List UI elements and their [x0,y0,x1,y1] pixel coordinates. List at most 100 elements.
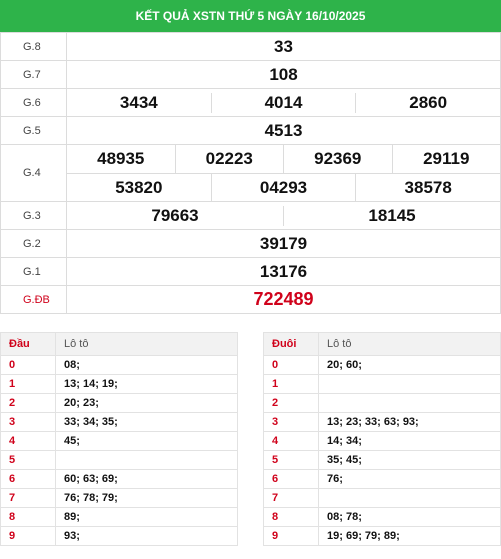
row-key: 2 [263,393,319,413]
row-key: 0 [0,355,56,375]
table-row: 4 45; [0,431,238,451]
prize-number: 108 [269,64,298,84]
prize-number: 02223 [174,145,284,173]
prize-row-g4: G.4 48935 02223 92369 29119 53820 04293 … [0,144,501,202]
prize-number: 4513 [264,120,303,140]
row-key: 4 [0,431,56,451]
header-loto: Lô tô [318,332,501,356]
loto-dau-table: Đầu Lô tô 0 08; 1 13; 14; 19; 2 20; 23; 3 33… [0,332,238,546]
row-key: 8 [263,507,319,527]
prize-label: G.ĐB [0,285,67,314]
prize-row-g7: G.7 108 [0,60,501,89]
table-row: 3 33; 34; 35; [0,412,238,432]
table-row: 5 35; 45; [263,450,501,470]
row-value [318,374,501,394]
row-key: 2 [0,393,56,413]
prize-row-g8: G.8 33 [0,32,501,61]
row-value [318,393,501,413]
prize-number: 18145 [283,205,500,226]
table-row: 8 08; 78; [263,507,501,527]
prize-row-g1: G.1 13176 [0,257,501,286]
row-key: 7 [0,488,56,508]
table-row: 6 60; 63; 69; [0,469,238,489]
prize-number: 33 [274,36,293,56]
table-row: 7 [263,488,501,508]
prize-number: 38578 [355,174,500,201]
table-row: 3 13; 23; 33; 63; 93; [263,412,501,432]
table-row: 9 93; [0,526,238,546]
row-value: 76; 78; 79; [55,488,238,508]
row-value: 33; 34; 35; [55,412,238,432]
prize-row-g2: G.2 39179 [0,229,501,258]
table-row: 4 14; 34; [263,431,501,451]
header-duoi: Đuôi [263,332,319,356]
row-value: 20; 60; [318,355,501,375]
row-key: 5 [263,450,319,470]
row-key: 0 [263,355,319,375]
row-key: 9 [263,526,319,546]
row-value: 45; [55,431,238,451]
table-row: 1 [263,374,501,394]
row-key: 8 [0,507,56,527]
table-row: 5 [0,450,238,470]
prize-label: G.3 [0,201,67,230]
row-value: 08; 78; [318,507,501,527]
table-row: 0 20; 60; [263,355,501,375]
prize-number: 79663 [151,205,199,225]
row-key: 3 [263,412,319,432]
row-value: 60; 63; 69; [55,469,238,489]
table-row: 1 13; 14; 19; [0,374,238,394]
table-row: 0 08; [0,355,238,375]
row-value: 89; [55,507,238,527]
row-value: 35; 45; [318,450,501,470]
prize-label: G.6 [0,88,67,117]
row-value: 93; [55,526,238,546]
prize-row-special: G.ĐB 722489 [0,285,501,314]
row-key: 1 [263,374,319,394]
row-key: 9 [0,526,56,546]
prize-label: G.4 [0,144,67,202]
table-header: Đầu Lô tô [0,332,238,356]
row-value: 19; 69; 79; 89; [318,526,501,546]
prize-number: 4014 [210,92,356,113]
row-value: 20; 23; [55,393,238,413]
row-key: 6 [263,469,319,489]
row-key: 4 [263,431,319,451]
row-key: 7 [263,488,319,508]
prize-number: 04293 [210,174,356,201]
prize-label: G.1 [0,257,67,286]
row-value: 14; 34; [318,431,501,451]
results-title: KẾT QUẢ XSTN THỨ 5 NGÀY 16/10/2025 [0,0,501,32]
row-key: 6 [0,469,56,489]
table-row: 9 19; 69; 79; 89; [263,526,501,546]
table-row: 8 89; [0,507,238,527]
prize-label: G.7 [0,60,67,89]
header-loto: Lô tô [55,332,238,356]
header-dau: Đầu [0,332,56,356]
special-prize-number: 722489 [253,289,314,309]
prize-number: 53820 [115,177,163,197]
table-header: Đuôi Lô tô [263,332,501,356]
prize-number: 3434 [119,92,158,112]
prize-row-g3: G.3 79663 18145 [0,201,501,230]
results-table: G.8 33 G.7 108 G.6 3434 4014 2860 G.5 45… [0,32,501,314]
row-key: 3 [0,412,56,432]
table-row: 2 [263,393,501,413]
prize-number: 48935 [97,149,145,168]
row-key: 5 [0,450,56,470]
row-value [318,488,501,508]
prize-number: 29119 [391,145,501,173]
row-value: 13; 23; 33; 63; 93; [318,412,501,432]
row-value: 76; [318,469,501,489]
table-row: 2 20; 23; [0,393,238,413]
prize-number: 39179 [259,233,308,253]
row-value: 13; 14; 19; [55,374,238,394]
loto-duoi-table: Đuôi Lô tô 0 20; 60; 1 2 3 13; 23; 33; 63;… [263,332,501,546]
prize-row-g5: G.5 4513 [0,116,501,145]
prize-row-g6: G.6 3434 4014 2860 [0,88,501,117]
prize-label: G.8 [0,32,67,61]
prize-label: G.2 [0,229,67,258]
prize-number: 2860 [355,92,500,113]
prize-label: G.5 [0,116,67,145]
row-value: 08; [55,355,238,375]
